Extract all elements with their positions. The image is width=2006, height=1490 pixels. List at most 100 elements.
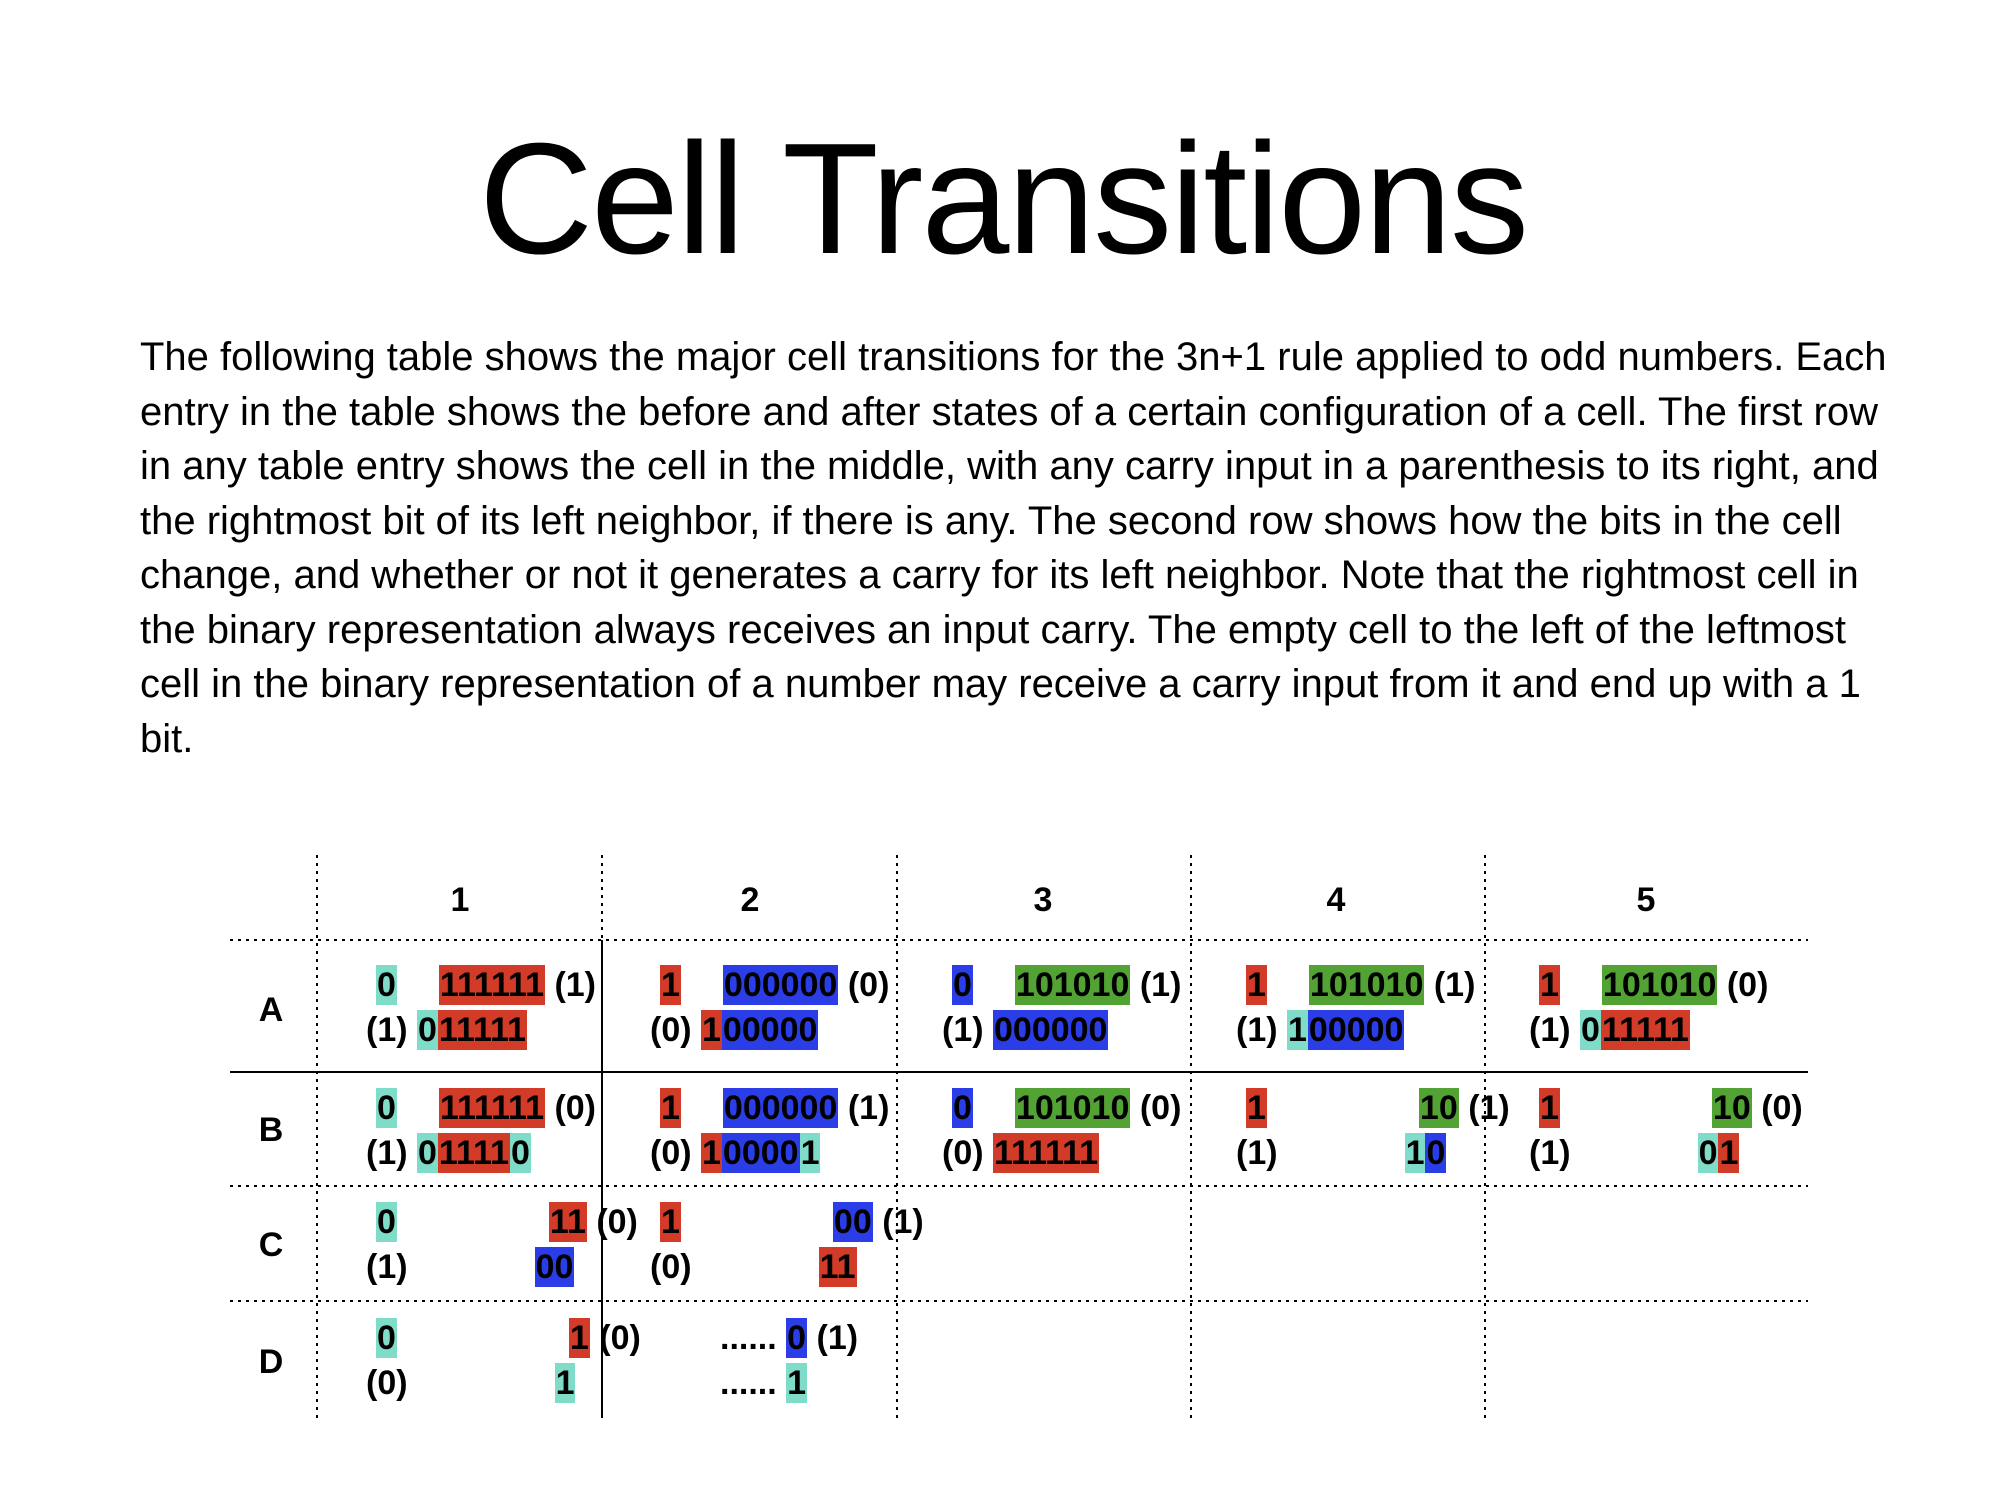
bit-group: 1 [660, 1088, 681, 1128]
carry-label: (1) [1458, 1089, 1510, 1127]
carry-label: (0) [1130, 1089, 1182, 1127]
cell-a2-after: (0) 100000 [650, 1010, 819, 1050]
bit-group: 000000 [722, 1088, 839, 1128]
bit-group: 00000 [721, 1010, 819, 1050]
bit-group: 0 [376, 1202, 397, 1242]
cell-a2-before: 1 000000 (0) [660, 965, 889, 1005]
bit-group: 1 [660, 965, 681, 1005]
cell-a5-after: (1) 011111 [1529, 1010, 1690, 1050]
cell-d2-before: ...... 0 (1) [660, 1318, 858, 1358]
bit-group: 1 [660, 1202, 681, 1242]
bit-group: 1 [1404, 1133, 1426, 1173]
bit-group: 0 [376, 1088, 397, 1128]
bit-group: 101010 [1601, 965, 1718, 1005]
bit-group: 1 [701, 1010, 722, 1050]
bit-group: 1 [568, 1318, 590, 1358]
bit-group: 00 [832, 1202, 873, 1242]
bit-group: 111111 [993, 1133, 1100, 1173]
bit-group: 10 [1418, 1088, 1459, 1128]
page-title: Cell Transitions [478, 111, 1529, 287]
bit-group: 0 [1580, 1010, 1601, 1050]
bit-group: 1 [1539, 1088, 1560, 1128]
cell-c1-before: 0 11 (0) [376, 1202, 638, 1242]
cell-b3-after: (0) 111111 [942, 1133, 1100, 1173]
carry-label: (0) [650, 1134, 701, 1172]
carry-label: (1) [1529, 1134, 1571, 1172]
column-header-1: 1 [450, 881, 470, 919]
description-paragraph: The following table shows the major cell… [140, 335, 1887, 761]
cell-b1-after: (1) 011110 [366, 1133, 531, 1173]
bit-group: 11 [818, 1247, 857, 1287]
cell-a5-before: 1 101010 (0) [1539, 965, 1768, 1005]
bit-group: 0 [509, 1133, 531, 1173]
cell-c2-before: 1 00 (1) [660, 1202, 924, 1242]
carry-label: (0) [942, 1134, 993, 1172]
row-label-d: D [258, 1343, 284, 1381]
cell-a3-before: 0 101010 (1) [952, 965, 1181, 1005]
cell-a4-after: (1) 100000 [1236, 1010, 1405, 1050]
carry-label: (1) [942, 1011, 993, 1049]
bit-group: 0 [1425, 1133, 1447, 1173]
carry-label: ...... [720, 1319, 787, 1357]
carry-label: (1) [807, 1319, 859, 1357]
cell-b5-before: 1 10 (0) [1539, 1088, 1803, 1128]
bit-group: 1 [554, 1363, 576, 1403]
bit-group: 000000 [722, 965, 839, 1005]
carry-label: (0) [1717, 966, 1769, 1004]
cell-a4-before: 1 101010 (1) [1246, 965, 1475, 1005]
carry-label: (1) [366, 1134, 417, 1172]
bit-group: 000000 [993, 1010, 1109, 1050]
cell-d1-before: 0 1 (0) [376, 1318, 641, 1358]
cell-b1-before: 0 111111 (0) [376, 1088, 596, 1128]
column-header-2: 2 [740, 881, 760, 919]
bit-group: 0 [376, 1318, 397, 1358]
carry-label: (1) [872, 1203, 924, 1241]
carry-label: (0) [650, 1011, 701, 1049]
bit-group: 1 [786, 1363, 808, 1403]
carry-label: (1) [838, 1089, 890, 1127]
bit-group: 111111 [438, 1088, 545, 1128]
bit-group: 11111 [437, 1010, 527, 1050]
bit-group: 00 [534, 1247, 575, 1287]
cell-d2-after: ...... 1 [660, 1363, 808, 1403]
bit-group: 1 [1718, 1133, 1740, 1173]
carry-label: (1) [1236, 1011, 1287, 1049]
carry-label: (0) [589, 1319, 641, 1357]
cell-b3-before: 0 101010 (0) [952, 1088, 1181, 1128]
bit-group: 11 [548, 1202, 587, 1242]
bit-group: 0 [1697, 1133, 1719, 1173]
cell-a1-before: 0 111111 (1) [376, 965, 596, 1005]
carry-label: (0) [1751, 1089, 1803, 1127]
carry-label: (1) [545, 966, 596, 1004]
bit-group: 1111 [437, 1133, 510, 1173]
cell-b4-after: (1) 10 [1236, 1133, 1447, 1173]
bit-group: 0 [417, 1133, 438, 1173]
cell-b4-before: 1 10 (1) [1246, 1088, 1510, 1128]
bit-group: 00000 [1307, 1010, 1405, 1050]
carry-label: (0) [366, 1364, 408, 1402]
bit-group: 0000 [721, 1133, 800, 1173]
bit-group: 11111 [1600, 1010, 1690, 1050]
bit-group: 1 [1539, 965, 1560, 1005]
cell-a1-after: (1) 011111 [366, 1010, 527, 1050]
cell-d1-after: (0) 1 [366, 1363, 576, 1403]
carry-label: (1) [366, 1011, 417, 1049]
row-label-c: C [258, 1226, 284, 1264]
carry-label: (0) [586, 1203, 638, 1241]
bit-group: 0 [952, 1088, 973, 1128]
bit-group: 0 [376, 965, 397, 1005]
carry-label: (1) [1424, 966, 1476, 1004]
carry-label: (1) [1529, 1011, 1580, 1049]
cell-b5-after: (1) 01 [1529, 1133, 1740, 1173]
row-label-b: B [258, 1111, 284, 1149]
carry-label: (1) [366, 1248, 408, 1286]
cell-c2-after: (0) 11 [650, 1247, 857, 1287]
bit-group: 1 [1287, 1010, 1308, 1050]
column-header-4: 4 [1326, 881, 1346, 919]
bit-group: 101010 [1014, 965, 1131, 1005]
bit-group: 1 [799, 1133, 821, 1173]
bit-group: 0 [786, 1318, 808, 1358]
carry-label: (0) [545, 1089, 596, 1127]
carry-label: (1) [1130, 966, 1182, 1004]
bit-group: 10 [1711, 1088, 1752, 1128]
